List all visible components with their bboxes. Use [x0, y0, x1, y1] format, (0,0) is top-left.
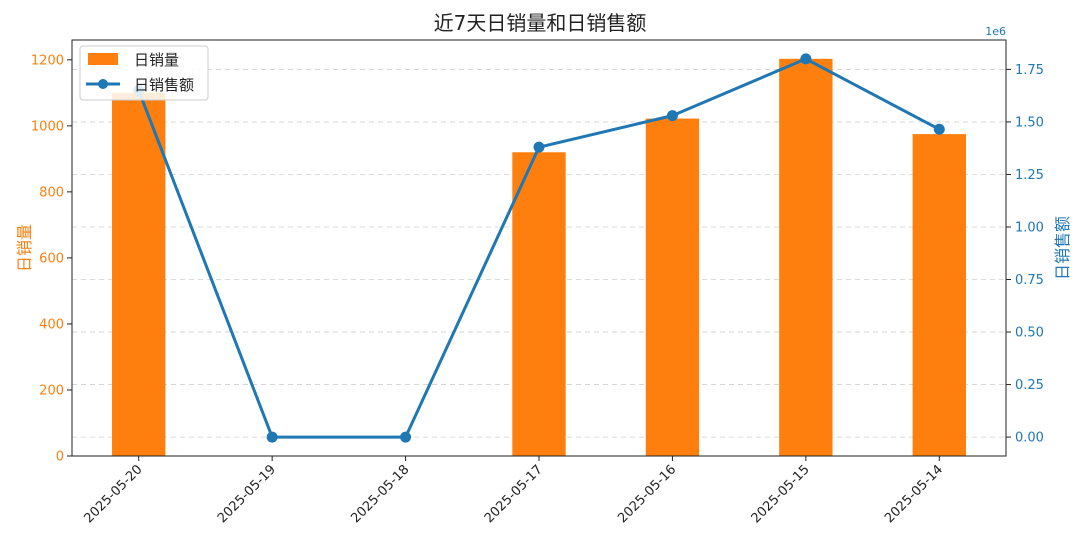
left-tick-label: 0	[56, 450, 64, 465]
left-tick-label: 1000	[31, 119, 64, 134]
point-2025-05-18	[400, 431, 412, 443]
legend-bar-label: 日销量	[134, 51, 179, 69]
point-2025-05-14	[933, 123, 945, 135]
x-tick-label: 2025-05-18	[348, 462, 412, 526]
x-axis-ticks: 2025-05-20 2025-05-19 2025-05-18 2025-05-17…	[82, 456, 946, 526]
legend: 日销量 日销售额	[79, 45, 209, 101]
point-2025-05-16	[666, 110, 678, 122]
right-tick-label: 0.75	[1015, 273, 1044, 288]
bar-2025-05-17	[512, 152, 566, 456]
right-axis-label: 日销售额	[1053, 216, 1072, 280]
right-tick-label: 0.50	[1015, 326, 1044, 341]
left-axis-ticks: 0 200 400 600 800 1000 1200	[31, 53, 72, 465]
right-axis-ticks: 0.00 0.25 0.50 0.75 1.00 1.25 1.50 1.75	[1006, 63, 1044, 446]
legend-bar-swatch	[88, 53, 118, 65]
left-tick-label: 600	[39, 251, 64, 266]
point-2025-05-17	[533, 141, 545, 153]
left-tick-label: 200	[39, 383, 64, 398]
x-tick-label: 2025-05-17	[482, 462, 546, 526]
bars	[112, 58, 966, 457]
left-tick-label: 1200	[31, 53, 64, 68]
legend-line-label: 日销售额	[134, 76, 194, 94]
left-axis-label: 日销量	[15, 224, 34, 272]
legend-line-marker	[98, 79, 108, 89]
bar-2025-05-20	[112, 92, 166, 457]
x-tick-label: 2025-05-19	[215, 462, 279, 526]
right-axis-offset: 1e6	[985, 25, 1006, 38]
bar-2025-05-14	[912, 134, 966, 456]
point-2025-05-15	[800, 53, 812, 65]
x-tick-label: 2025-05-15	[749, 462, 813, 526]
bar-2025-05-16	[645, 118, 700, 457]
point-2025-05-19	[266, 431, 278, 443]
left-tick-label: 400	[39, 317, 64, 332]
line-series	[133, 53, 945, 443]
x-tick-label: 2025-05-14	[882, 462, 946, 526]
right-tick-label: 0.00	[1015, 431, 1044, 446]
right-tick-label: 1.50	[1015, 115, 1044, 130]
left-tick-label: 800	[39, 185, 64, 200]
grid	[72, 69, 1006, 438]
x-tick-label: 2025-05-16	[615, 462, 679, 526]
right-tick-label: 1.75	[1015, 63, 1044, 78]
right-tick-label: 0.25	[1015, 378, 1044, 393]
right-tick-label: 1.25	[1015, 168, 1044, 183]
x-tick-label: 2025-05-20	[82, 462, 146, 526]
bar-2025-05-15	[779, 58, 833, 457]
right-tick-label: 1.00	[1015, 220, 1044, 235]
chart-title: 近7天日销量和日销售额	[434, 11, 647, 35]
